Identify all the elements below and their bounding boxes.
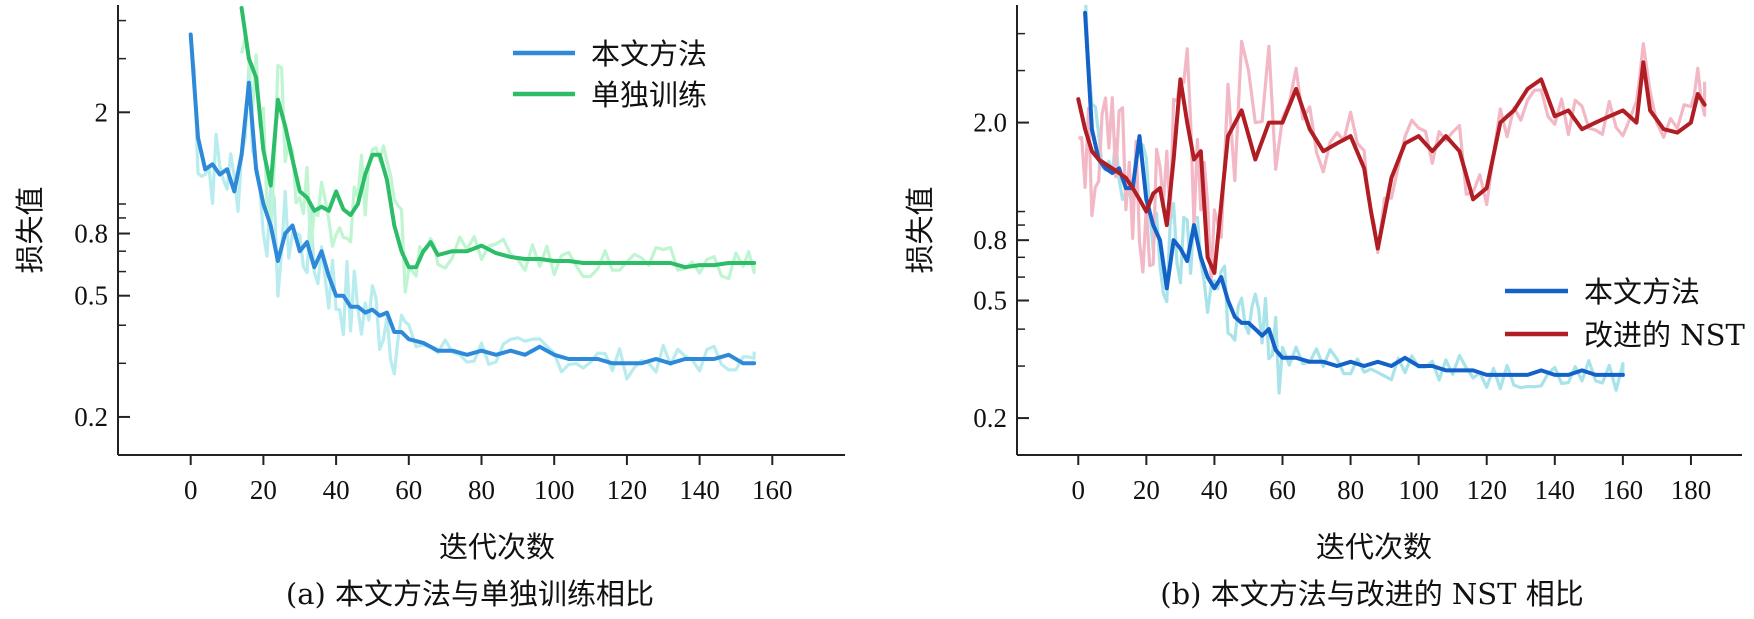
x-tick-label: 40	[323, 475, 350, 505]
y-axis-title: 损失值	[13, 186, 47, 273]
x-tick-label: 120	[607, 475, 648, 505]
plot-area	[188, 6, 757, 381]
x-tick-label: 0	[1072, 475, 1086, 505]
x-tick-label: 20	[1133, 475, 1160, 505]
x-tick-label: 160	[1603, 475, 1644, 505]
legend-entry: 单独训练	[591, 78, 707, 112]
series-line	[239, 6, 757, 270]
x-tick-label: 40	[1201, 475, 1228, 505]
x-tick-label: 60	[395, 475, 422, 505]
y-axis-title: 损失值	[903, 186, 937, 273]
chart-caption: (b) 本文方法与改进的 NST 相比	[1160, 577, 1583, 611]
plot-area	[1076, 5, 1707, 395]
series-line	[1076, 60, 1707, 275]
x-tick-label: 100	[1398, 475, 1439, 505]
y-tick-label: 2	[95, 97, 109, 127]
chart-caption: (a) 本文方法与单独训练相比	[286, 577, 654, 611]
x-tick-label: 0	[184, 475, 198, 505]
x-tick-label: 100	[534, 475, 575, 505]
chart-panel-a: 0.20.50.820 20 40 60 80 100 120 140 160本文方法单独训练迭…	[13, 5, 845, 611]
y-tick-label: 0.2	[74, 402, 108, 432]
y-tick-label: 0.5	[74, 281, 108, 311]
y-tick-label: 0.8	[973, 225, 1007, 255]
x-tick-label: 140	[679, 475, 720, 505]
legend-entry: 本文方法	[591, 37, 707, 71]
series-raw-line	[1084, 5, 1625, 395]
series-line	[1083, 10, 1625, 377]
y-tick-label: 2.0	[973, 108, 1007, 138]
series-line	[188, 32, 757, 366]
x-tick-label: 180	[1671, 475, 1712, 505]
x-tick-label: 140	[1535, 475, 1576, 505]
x-tick-label: 160	[752, 475, 793, 505]
y-tick-label: 0.8	[74, 219, 108, 249]
x-tick-label: 120	[1466, 475, 1507, 505]
x-axis-title: 迭代次数	[1316, 530, 1432, 564]
y-tick-label: 0.2	[973, 403, 1007, 433]
x-tick-label: 60	[1269, 475, 1296, 505]
x-tick-label: 20	[250, 475, 277, 505]
series-raw-line	[1078, 39, 1707, 285]
x-axis-title: 迭代次数	[439, 530, 555, 564]
x-tick-label: 80	[1337, 475, 1364, 505]
legend-entry: 本文方法	[1584, 275, 1700, 309]
chart-panel-b: 0.2 0.5 0.8 2.0 0 20 40 60 80 100 120 140 160 180 本文方法…	[903, 5, 1745, 611]
y-tick-label: 0.5	[973, 285, 1007, 315]
legend-entry: 改进的 NST	[1584, 318, 1745, 352]
x-tick-label: 80	[468, 475, 495, 505]
